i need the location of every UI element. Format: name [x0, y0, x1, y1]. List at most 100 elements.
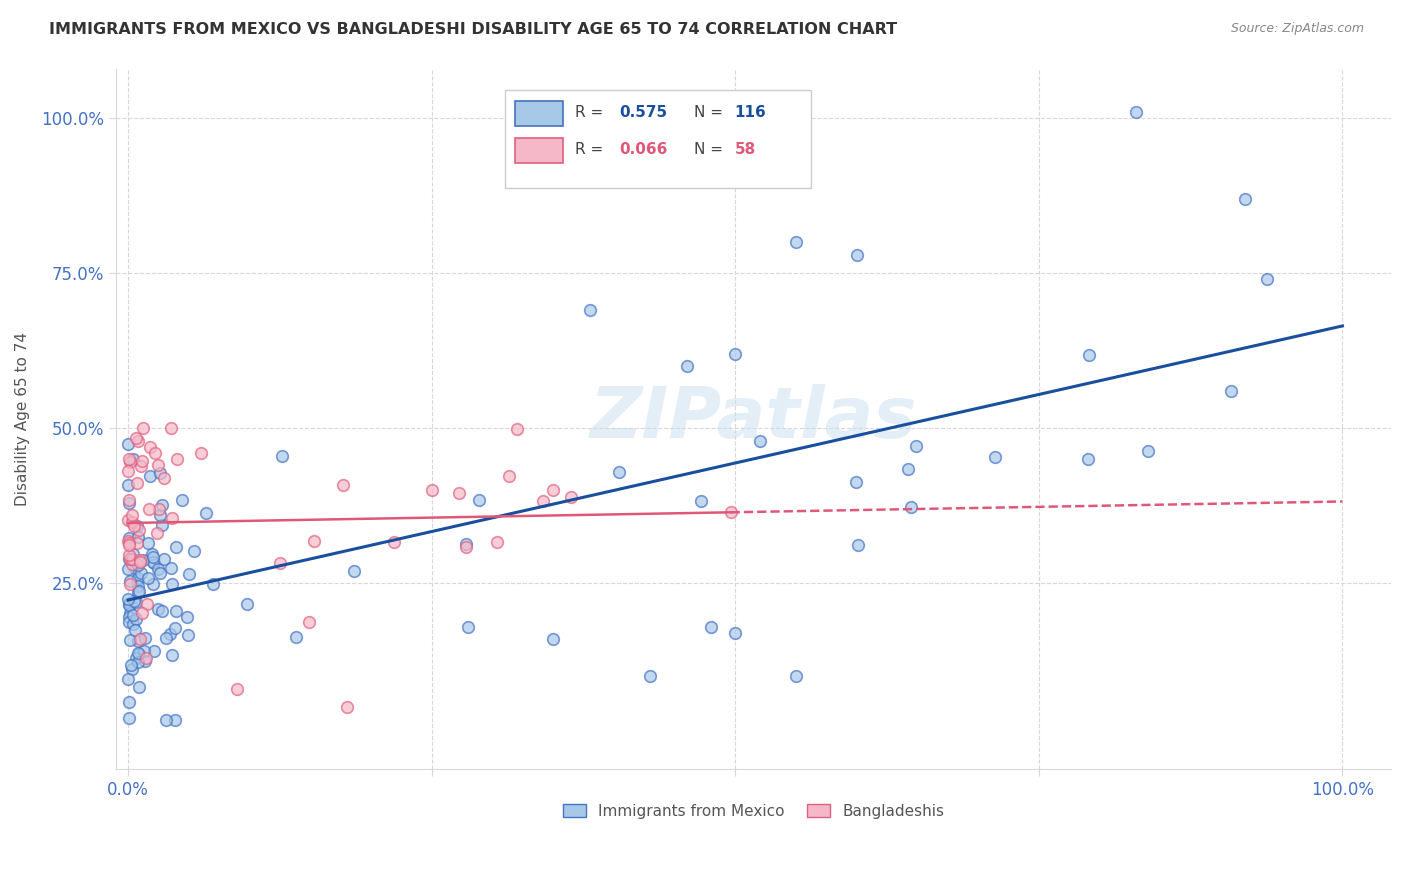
Point — [845, 247, 868, 261]
Point — [748, 434, 770, 448]
Point — [117, 599, 139, 613]
Point — [118, 538, 141, 552]
Point — [127, 579, 149, 593]
Point — [125, 518, 148, 533]
Point — [900, 500, 922, 514]
Point — [560, 490, 582, 504]
Point — [984, 450, 1007, 464]
Point — [142, 643, 165, 657]
Point — [724, 625, 747, 640]
Text: ZIPatlas: ZIPatlas — [589, 384, 917, 453]
Point — [195, 507, 218, 521]
Point — [146, 525, 169, 540]
Point — [124, 651, 146, 665]
Point — [457, 620, 479, 634]
Point — [485, 535, 508, 549]
Point — [578, 303, 600, 318]
Text: Source: ZipAtlas.com: Source: ZipAtlas.com — [1230, 22, 1364, 36]
Point — [897, 462, 920, 476]
Point — [162, 648, 184, 662]
Point — [506, 421, 529, 435]
Legend: Immigrants from Mexico, Bangladeshis: Immigrants from Mexico, Bangladeshis — [557, 797, 950, 825]
Point — [142, 549, 165, 564]
Text: R =: R = — [575, 143, 607, 157]
Point — [124, 612, 146, 626]
Point — [128, 523, 150, 537]
Point — [159, 421, 181, 435]
Point — [127, 530, 149, 544]
Point — [136, 571, 159, 585]
Point — [121, 547, 143, 561]
Point — [153, 471, 176, 485]
Point — [176, 610, 198, 624]
Text: R =: R = — [575, 105, 607, 120]
Text: 0.575: 0.575 — [620, 105, 668, 120]
Point — [127, 434, 149, 448]
Point — [124, 560, 146, 574]
Point — [675, 359, 697, 374]
Point — [785, 235, 807, 249]
Point — [127, 655, 149, 669]
Bar — [515, 138, 564, 163]
Bar — [515, 101, 564, 126]
Point — [132, 644, 155, 658]
Point — [117, 513, 139, 527]
Point — [541, 632, 564, 646]
Point — [142, 555, 165, 569]
Point — [122, 594, 145, 608]
Point — [118, 496, 141, 510]
Point — [1256, 272, 1278, 286]
Point — [138, 468, 160, 483]
Point — [118, 536, 141, 550]
Point — [118, 597, 141, 611]
Point — [143, 446, 166, 460]
Point — [141, 547, 163, 561]
Point — [121, 516, 143, 530]
Point — [118, 596, 141, 610]
Point — [1125, 104, 1147, 119]
Point — [125, 475, 148, 490]
Point — [135, 650, 157, 665]
Point — [498, 468, 520, 483]
Point — [128, 647, 150, 661]
Point — [343, 564, 366, 578]
Point — [118, 493, 141, 508]
Point — [118, 548, 141, 562]
Point — [190, 446, 212, 460]
Point — [690, 493, 713, 508]
Point — [468, 492, 491, 507]
Point — [127, 647, 149, 661]
Point — [150, 604, 173, 618]
Point — [285, 630, 308, 644]
Point — [420, 483, 443, 498]
Point — [454, 541, 477, 555]
Text: N =: N = — [693, 105, 727, 120]
Point — [142, 556, 165, 570]
Point — [125, 536, 148, 550]
Point — [128, 553, 150, 567]
Point — [142, 577, 165, 591]
Point — [122, 451, 145, 466]
Text: 0.066: 0.066 — [620, 143, 668, 157]
Point — [607, 465, 630, 479]
Point — [163, 621, 186, 635]
Point — [1077, 348, 1099, 362]
Point — [131, 421, 153, 435]
Point — [117, 533, 139, 548]
Point — [131, 454, 153, 468]
Point — [117, 478, 139, 492]
Point — [118, 615, 141, 629]
Point — [136, 597, 159, 611]
Y-axis label: Disability Age 65 to 74: Disability Age 65 to 74 — [15, 332, 30, 506]
Point — [128, 583, 150, 598]
Point — [155, 713, 177, 727]
Point — [121, 508, 143, 523]
Point — [165, 604, 187, 618]
Point — [127, 634, 149, 648]
Point — [165, 541, 187, 555]
Point — [235, 597, 257, 611]
Point — [118, 574, 141, 588]
Point — [120, 633, 142, 648]
Point — [179, 566, 201, 581]
Point — [128, 555, 150, 569]
